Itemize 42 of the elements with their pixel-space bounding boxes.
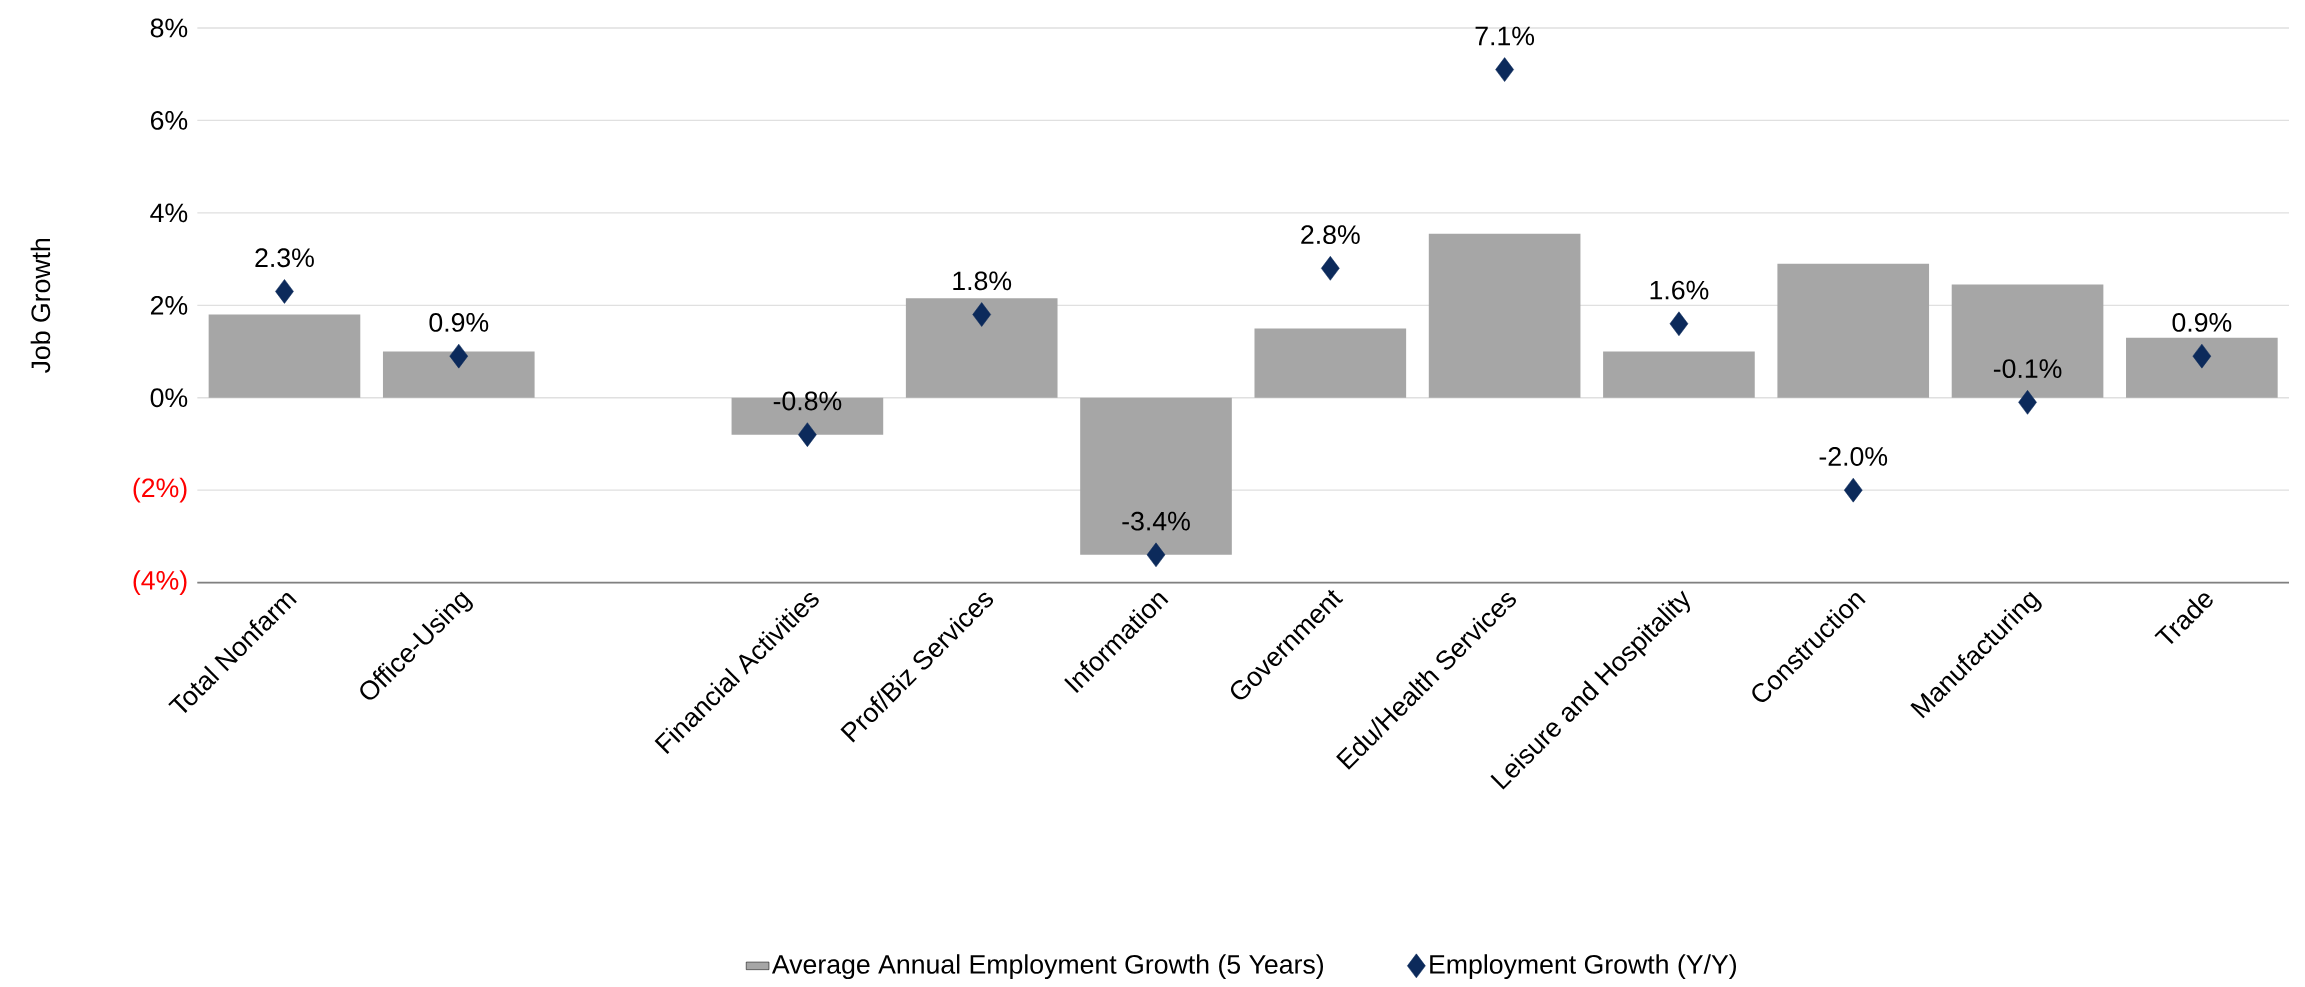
y-tick-label: 6%: [150, 111, 188, 131]
data-label: 0.9%: [2172, 313, 2232, 333]
data-label: 2.8%: [1301, 225, 1360, 245]
point: [449, 344, 469, 369]
bar: [1603, 351, 1755, 398]
point: [1669, 311, 1689, 337]
point: [1843, 478, 1863, 503]
point: [1146, 542, 1166, 568]
bar: [1951, 284, 2104, 398]
bar: [1777, 263, 1930, 398]
point: [2192, 344, 2212, 369]
point: [972, 302, 991, 328]
legend-label: Average Annual Employment Growth (5 Years): [771, 954, 1324, 980]
y-tick-label: 4%: [150, 203, 188, 223]
point: [1495, 57, 1514, 83]
legend-label: Employment Growth (Y/Y): [1430, 954, 1737, 980]
bar: [1428, 233, 1581, 398]
data-label: 1.6%: [1650, 280, 1709, 300]
data-label: 7.1%: [1475, 26, 1535, 46]
point: [1321, 256, 1340, 281]
point: [2018, 390, 2037, 415]
y-tick-label: (2%): [133, 477, 187, 503]
data-label: -3.4%: [1122, 511, 1190, 531]
data-label: 1.8%: [953, 271, 1012, 291]
data-label: 0.9%: [429, 313, 489, 333]
data-label: -0.8%: [773, 391, 842, 411]
y-tick-label: 0%: [150, 388, 188, 408]
y-axis-title: Job Growth: [30, 239, 51, 374]
point: [798, 422, 817, 448]
point: [275, 279, 294, 304]
bar: [208, 314, 361, 398]
data-label: 2.3%: [255, 248, 314, 268]
bar: [382, 351, 535, 398]
bar: [1080, 397, 1232, 556]
bar: [2126, 337, 2278, 398]
data-label: -2.0%: [1819, 447, 1888, 467]
bar: [905, 298, 1058, 398]
y-tick-label: 2%: [150, 296, 188, 315]
y-tick-label: (4%): [133, 570, 187, 596]
data-label: -0.1%: [1993, 359, 2062, 379]
y-tick-label: 8%: [150, 18, 188, 38]
bar: [1254, 328, 1407, 398]
